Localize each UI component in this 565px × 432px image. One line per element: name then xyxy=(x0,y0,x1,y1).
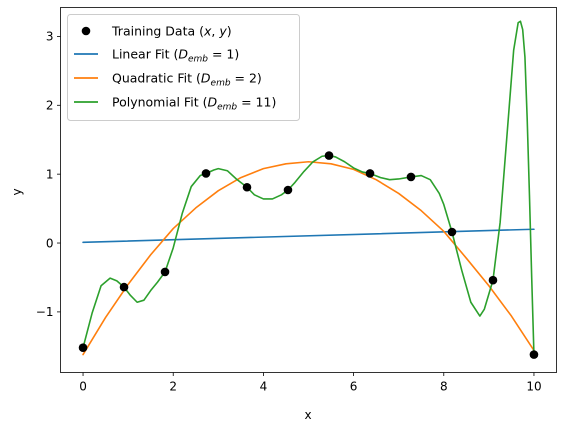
legend: Training Data (x, y) Linear Fit (Demb = … xyxy=(67,14,300,121)
training-point xyxy=(365,169,375,178)
legend-label-polynomial: Polynomial Fit (Demb = 11) xyxy=(112,95,276,113)
training-point xyxy=(529,350,539,359)
x-axis-label: x xyxy=(304,408,311,422)
y-tick-label: 1 xyxy=(46,167,54,181)
training-point xyxy=(160,267,170,277)
training-point xyxy=(283,185,293,195)
legend-label-quadratic: Quadratic Fit (Demb = 2) xyxy=(112,71,262,89)
y-axis-label: y xyxy=(10,188,24,195)
series-line-0 xyxy=(82,228,535,244)
x-tick-label: 10 xyxy=(526,380,541,394)
x-axis-ticks: 0 2 4 6 8 10 xyxy=(79,372,542,394)
legend-box xyxy=(67,14,300,121)
training-point xyxy=(78,343,88,353)
series-line-1 xyxy=(82,160,535,356)
x-tick-label: 0 xyxy=(79,380,87,394)
y-tick-label: 3 xyxy=(46,30,54,44)
x-tick-label: 2 xyxy=(169,380,177,394)
y-tick-label: 2 xyxy=(46,99,54,113)
training-point xyxy=(406,172,416,182)
training-point xyxy=(324,151,334,160)
training-points xyxy=(78,151,539,359)
training-point xyxy=(488,275,498,285)
x-tick-label: 8 xyxy=(440,380,448,394)
training-point xyxy=(242,182,252,192)
x-tick-label: 6 xyxy=(350,380,358,394)
x-tick-label: 4 xyxy=(260,380,268,394)
legend-marker-training xyxy=(81,26,91,36)
legend-label-linear: Linear Fit (Demb = 1) xyxy=(112,47,239,65)
legend-label-training: Training Data (x, y) xyxy=(111,24,232,39)
training-point xyxy=(119,282,129,292)
training-point xyxy=(201,169,211,178)
y-axis-ticks: −1 0 1 2 3 xyxy=(36,30,61,319)
plot-frame xyxy=(60,7,557,373)
training-point xyxy=(447,227,457,237)
y-tick-label: −1 xyxy=(36,305,54,319)
y-tick-label: 0 xyxy=(46,236,54,250)
